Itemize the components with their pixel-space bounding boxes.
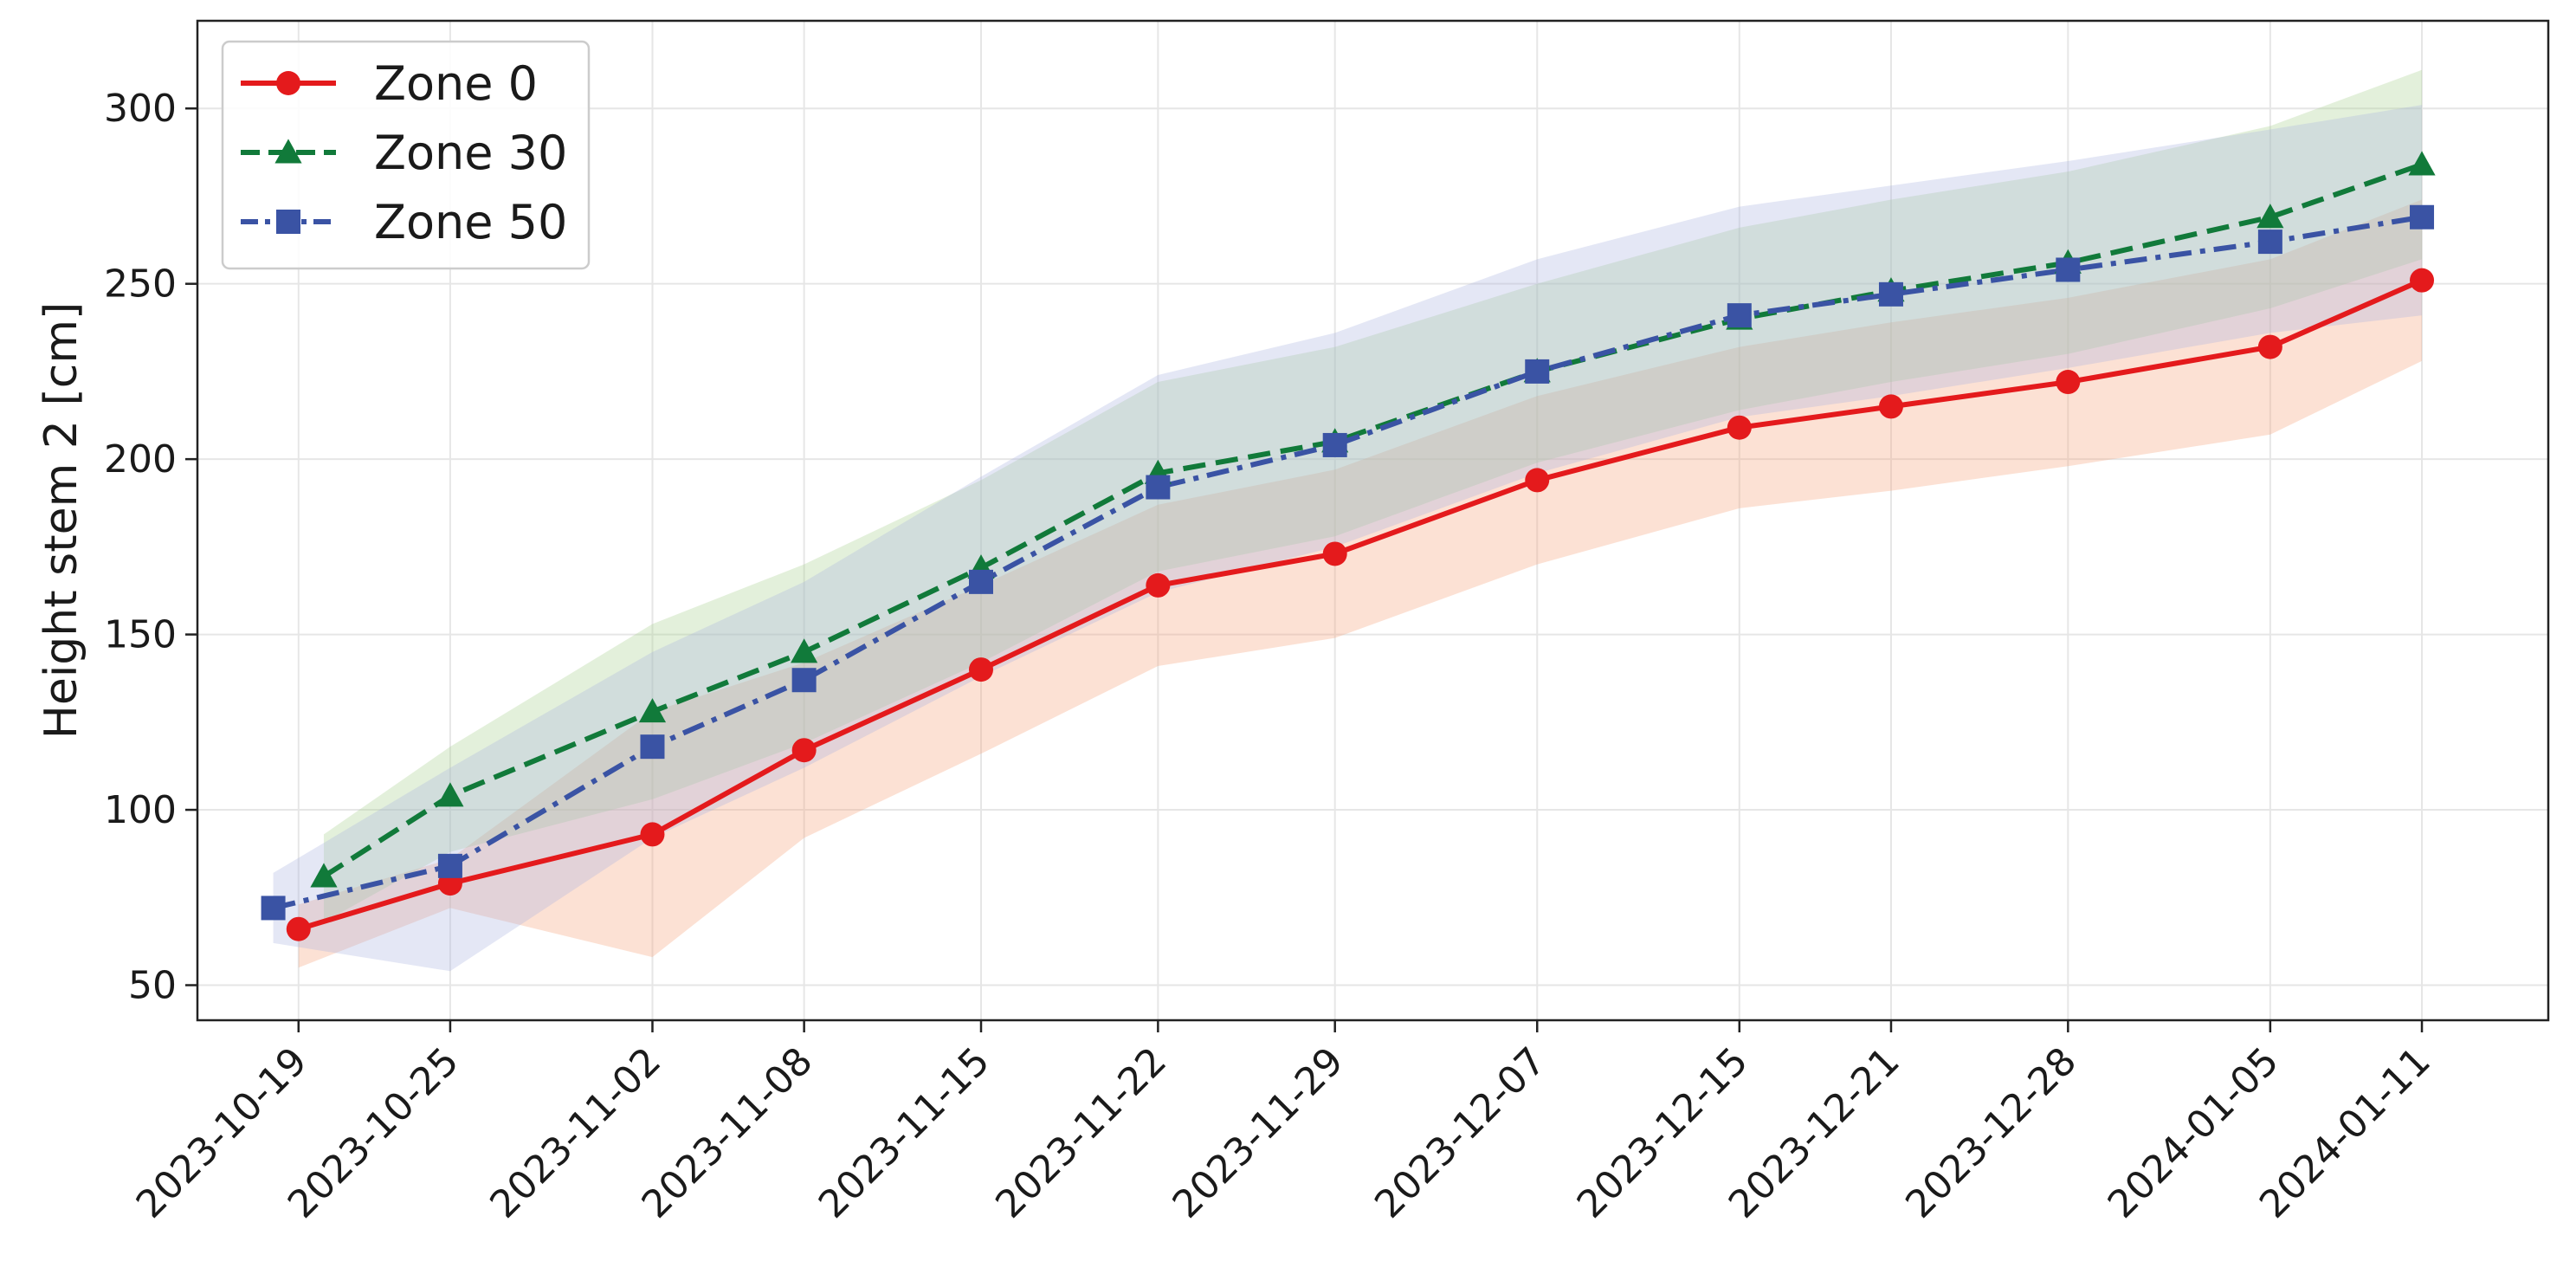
zone-0-point xyxy=(1146,572,1171,598)
zone-50-point xyxy=(1525,359,1550,384)
x-tick-label: 2023-11-15 xyxy=(810,1039,998,1227)
zone-30-point xyxy=(638,698,667,723)
legend-marker-zone-0 xyxy=(276,71,300,95)
zone-30-point xyxy=(436,782,464,807)
zone-30-point xyxy=(2408,151,2436,176)
zone-0-point xyxy=(1525,468,1550,493)
x-tick-label: 2023-12-07 xyxy=(1366,1039,1554,1227)
zone-30-point xyxy=(791,638,818,663)
zone-50-point xyxy=(1878,281,1903,307)
x-tick-label: 2023-11-29 xyxy=(1165,1039,1353,1227)
zone-50-point xyxy=(2257,230,2282,255)
legend-marker-zone-50 xyxy=(276,210,300,234)
zone-50-point xyxy=(261,896,286,921)
y-tick-label: 200 xyxy=(104,437,177,482)
zone-30-point xyxy=(2256,204,2284,229)
zone-50-point xyxy=(791,668,817,693)
y-tick-label: 300 xyxy=(104,87,177,131)
x-tick-label: 2023-11-22 xyxy=(987,1039,1175,1227)
y-axis-label: Height stem 2 [cm] xyxy=(36,302,87,740)
zone-30-point xyxy=(310,863,338,888)
zone-0-point xyxy=(1322,541,1347,566)
zone-50-point xyxy=(2410,204,2435,230)
zone-50-point xyxy=(640,734,665,760)
zone-50-point xyxy=(1727,303,1752,328)
y-tick-label: 50 xyxy=(128,964,177,1008)
zone-0-point xyxy=(286,916,311,941)
zone-50-point xyxy=(969,569,993,594)
y-tick-label: 250 xyxy=(104,262,177,307)
zone-50-point xyxy=(437,853,462,878)
legend-label-zone-0: Zone 0 xyxy=(374,56,538,111)
zone-0-band xyxy=(298,199,2423,968)
y-tick-label: 150 xyxy=(104,613,177,657)
y-tick-label: 100 xyxy=(104,788,177,832)
zone-50-point xyxy=(1322,432,1347,457)
legend-label-zone-30: Zone 30 xyxy=(374,126,567,180)
zone-50-point xyxy=(2056,257,2081,282)
zone-0-point xyxy=(640,822,665,847)
zone-50-point xyxy=(1146,475,1171,500)
plot-frame xyxy=(196,19,2550,1022)
series-markers xyxy=(261,151,2436,941)
zone-0-point xyxy=(2257,334,2282,359)
zone-0-point xyxy=(969,657,993,682)
zone-0-point xyxy=(791,738,817,763)
zone-50-band xyxy=(273,105,2423,972)
confidence-bands xyxy=(273,69,2423,972)
zone-0-point xyxy=(2056,370,2081,395)
legend-marker-zone-30 xyxy=(274,139,302,164)
zone-0-point xyxy=(1727,415,1752,440)
legend-label-zone-50: Zone 50 xyxy=(374,195,567,249)
legend: Zone 0 Zone 30 Zone 50 xyxy=(221,40,591,270)
x-tick-label: 2023-12-28 xyxy=(1897,1039,2085,1227)
legend-box xyxy=(221,40,591,270)
zone-0-point xyxy=(1878,394,1903,419)
zone-0-point xyxy=(2410,268,2435,293)
